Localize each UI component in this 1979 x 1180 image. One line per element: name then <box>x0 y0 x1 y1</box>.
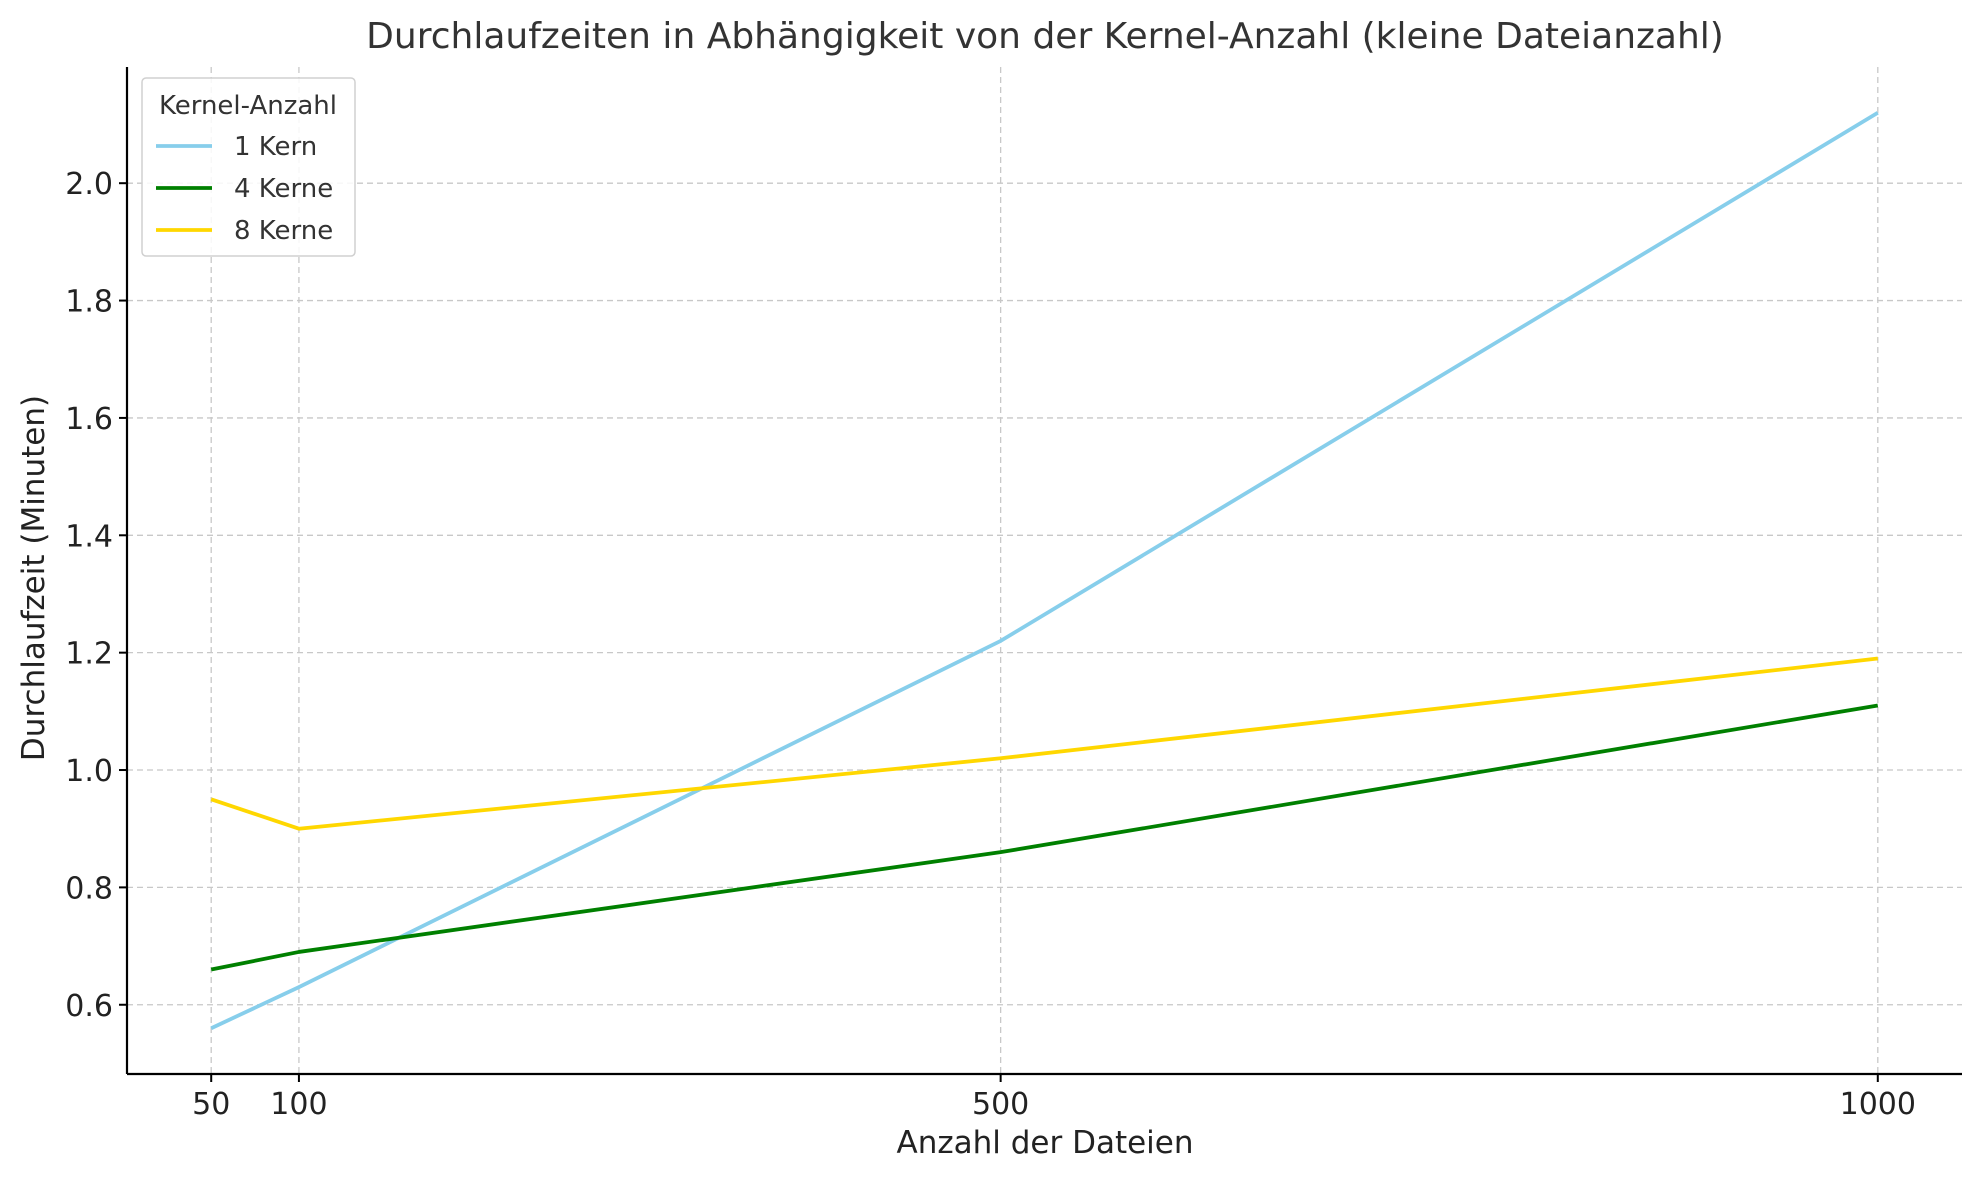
series-line-1 <box>210 111 1879 1030</box>
y-tick-label: 1.0 <box>65 754 113 789</box>
chart-title: Durchlaufzeiten in Abhängigkeit von der … <box>366 16 1724 57</box>
y-tick-label: 1.8 <box>65 285 113 320</box>
x-axis-label: Anzahl der Dateien <box>896 1125 1193 1161</box>
ticks: 50 100 500 1000 0.6 0.8 1.0 1.2 1.4 1.6 1.8 2.0 <box>65 167 1916 1122</box>
x-tick-label: 100 <box>270 1087 327 1122</box>
y-tick-label: 0.8 <box>65 871 113 906</box>
x-tick-label: 50 <box>192 1087 230 1122</box>
series-line-2 <box>210 703 1879 972</box>
y-tick-label: 1.6 <box>65 402 113 437</box>
y-tick-label: 0.6 <box>65 989 113 1024</box>
legend-label-1: 1 Kern <box>234 132 317 162</box>
axes <box>125 67 1962 1076</box>
legend-box <box>141 77 356 257</box>
y-axis-label: Durchlaufzeit (Minuten) <box>16 395 52 761</box>
legend-entries: 1 Kern 4 Kerne 8 Kerne <box>156 132 333 246</box>
y-tick-label: 1.4 <box>65 519 113 554</box>
legend-label-2: 4 Kerne <box>234 174 333 204</box>
legend-title: Kernel-Anzahl <box>159 91 337 121</box>
y-tick-label: 1.2 <box>65 637 113 672</box>
series-line-3 <box>210 656 1879 831</box>
legend-label-3: 8 Kerne <box>234 216 333 246</box>
series-layer <box>210 111 1879 1030</box>
x-tick-label: 1000 <box>1840 1087 1916 1122</box>
legend: Kernel-Anzahl 1 Kern 4 Kerne 8 Kerne <box>141 77 356 257</box>
grid <box>127 67 1962 1074</box>
x-tick-label: 500 <box>972 1087 1029 1122</box>
y-tick-label: 2.0 <box>65 167 113 202</box>
